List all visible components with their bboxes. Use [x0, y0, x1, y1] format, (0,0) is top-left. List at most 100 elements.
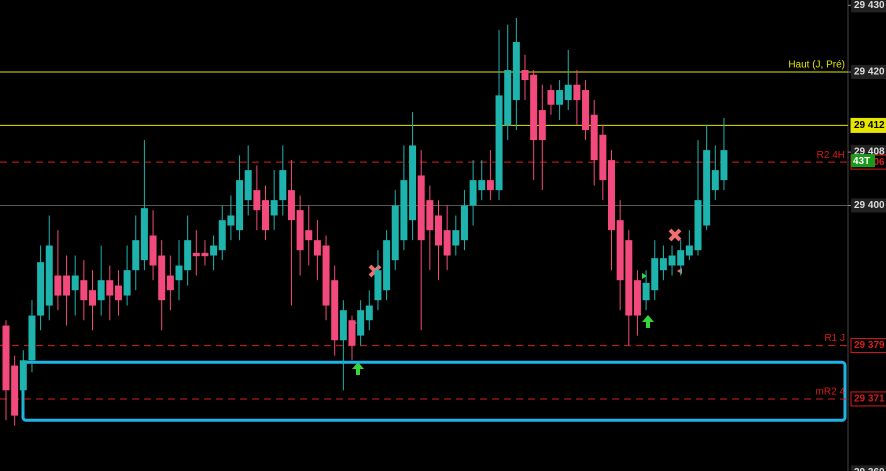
signal-tick	[642, 273, 647, 279]
candle-body	[132, 240, 140, 271]
zone	[21, 360, 847, 422]
candle-body	[659, 258, 667, 271]
signal-markers	[352, 228, 682, 375]
candle-body	[547, 90, 555, 105]
candle-body	[374, 270, 382, 301]
candle-body	[270, 200, 278, 216]
candle-body	[642, 282, 650, 301]
candle-body	[54, 275, 62, 296]
candle-body	[443, 230, 451, 256]
level-label: mR2 4	[816, 387, 846, 398]
timer-label: 43T	[853, 156, 870, 167]
candle-body	[218, 220, 226, 251]
candle-body	[2, 325, 10, 391]
candle-body	[426, 200, 434, 231]
candle-body	[357, 310, 365, 336]
candle-body	[556, 90, 564, 105]
candle-body	[478, 180, 486, 191]
candle-body	[158, 255, 166, 301]
price-label: 29 412	[854, 120, 885, 131]
candle-body	[210, 245, 218, 256]
buy-arrow	[352, 362, 364, 375]
y-tick-label: 29 400	[854, 200, 885, 211]
candle-body	[37, 262, 45, 316]
candle-body	[677, 250, 685, 266]
candle-body	[599, 134, 607, 181]
candle-body	[97, 280, 105, 301]
candle-body	[253, 190, 261, 211]
tick-box	[851, 465, 886, 471]
candle-body	[149, 235, 157, 266]
candle-body	[184, 240, 192, 271]
candle-body	[63, 275, 71, 296]
candle-body	[339, 310, 347, 341]
candle-body	[651, 258, 659, 291]
tick-box	[851, 0, 886, 13]
buy-arrow	[642, 315, 654, 328]
price-label: 29 379	[854, 340, 885, 351]
y-tick-label: 29 408	[854, 147, 885, 158]
candle-body	[236, 180, 244, 231]
candle-body	[608, 160, 615, 231]
sell-signal	[668, 228, 682, 242]
timer-box	[851, 154, 875, 168]
tick-box	[851, 65, 886, 80]
candle-body	[123, 270, 131, 296]
candle-body	[504, 70, 512, 126]
candle-body	[348, 320, 356, 346]
candle-body	[296, 210, 304, 251]
candle-body	[80, 280, 88, 301]
candle-body	[452, 230, 460, 246]
level-label: Haut (J, Pré)	[788, 60, 845, 71]
candle-body	[192, 252, 200, 257]
candle-body	[521, 70, 529, 81]
candle-body	[538, 110, 546, 141]
candle-body	[564, 84, 572, 101]
candle-body	[409, 145, 417, 221]
candle-body	[685, 245, 693, 256]
candle-body	[512, 42, 520, 101]
candle-body	[720, 150, 728, 181]
candle-body	[703, 150, 711, 226]
price-box	[850, 338, 886, 354]
candle-body	[391, 205, 399, 261]
candle-body	[45, 245, 53, 306]
candle-body	[175, 265, 183, 281]
candle-body	[460, 205, 468, 241]
candle-body	[227, 215, 235, 226]
level-label: R1 J	[824, 333, 845, 344]
tick-box	[851, 198, 886, 213]
price-box	[850, 117, 886, 133]
y-tick-label: 29 420	[854, 67, 885, 78]
level-label: R2 4H	[817, 150, 845, 161]
candle-body	[114, 285, 122, 301]
candle-body	[383, 240, 391, 291]
price-label: 29 371	[854, 394, 885, 405]
candle-body	[711, 170, 719, 191]
price-box	[850, 391, 886, 407]
candle-body	[106, 280, 114, 296]
candle-body	[71, 275, 79, 291]
candle-body	[668, 255, 676, 266]
candle-body	[582, 90, 590, 131]
candle-body	[573, 84, 581, 101]
candle-body	[313, 240, 321, 256]
candle-body	[322, 245, 330, 306]
candle-body	[486, 180, 494, 191]
candle-body	[616, 220, 624, 281]
candle-body	[166, 275, 174, 291]
candle-body	[633, 280, 641, 316]
candle-body	[287, 190, 295, 221]
candle-body	[11, 365, 19, 416]
candle-body	[244, 170, 252, 201]
candle-body	[694, 200, 702, 251]
candle-body	[625, 240, 633, 316]
candle-body	[140, 208, 148, 261]
candle-body	[469, 180, 477, 206]
candle-body	[28, 315, 36, 361]
candle-body	[89, 290, 96, 306]
signal-tick	[677, 268, 682, 274]
candle-body	[19, 360, 27, 391]
candle-body	[305, 230, 313, 241]
